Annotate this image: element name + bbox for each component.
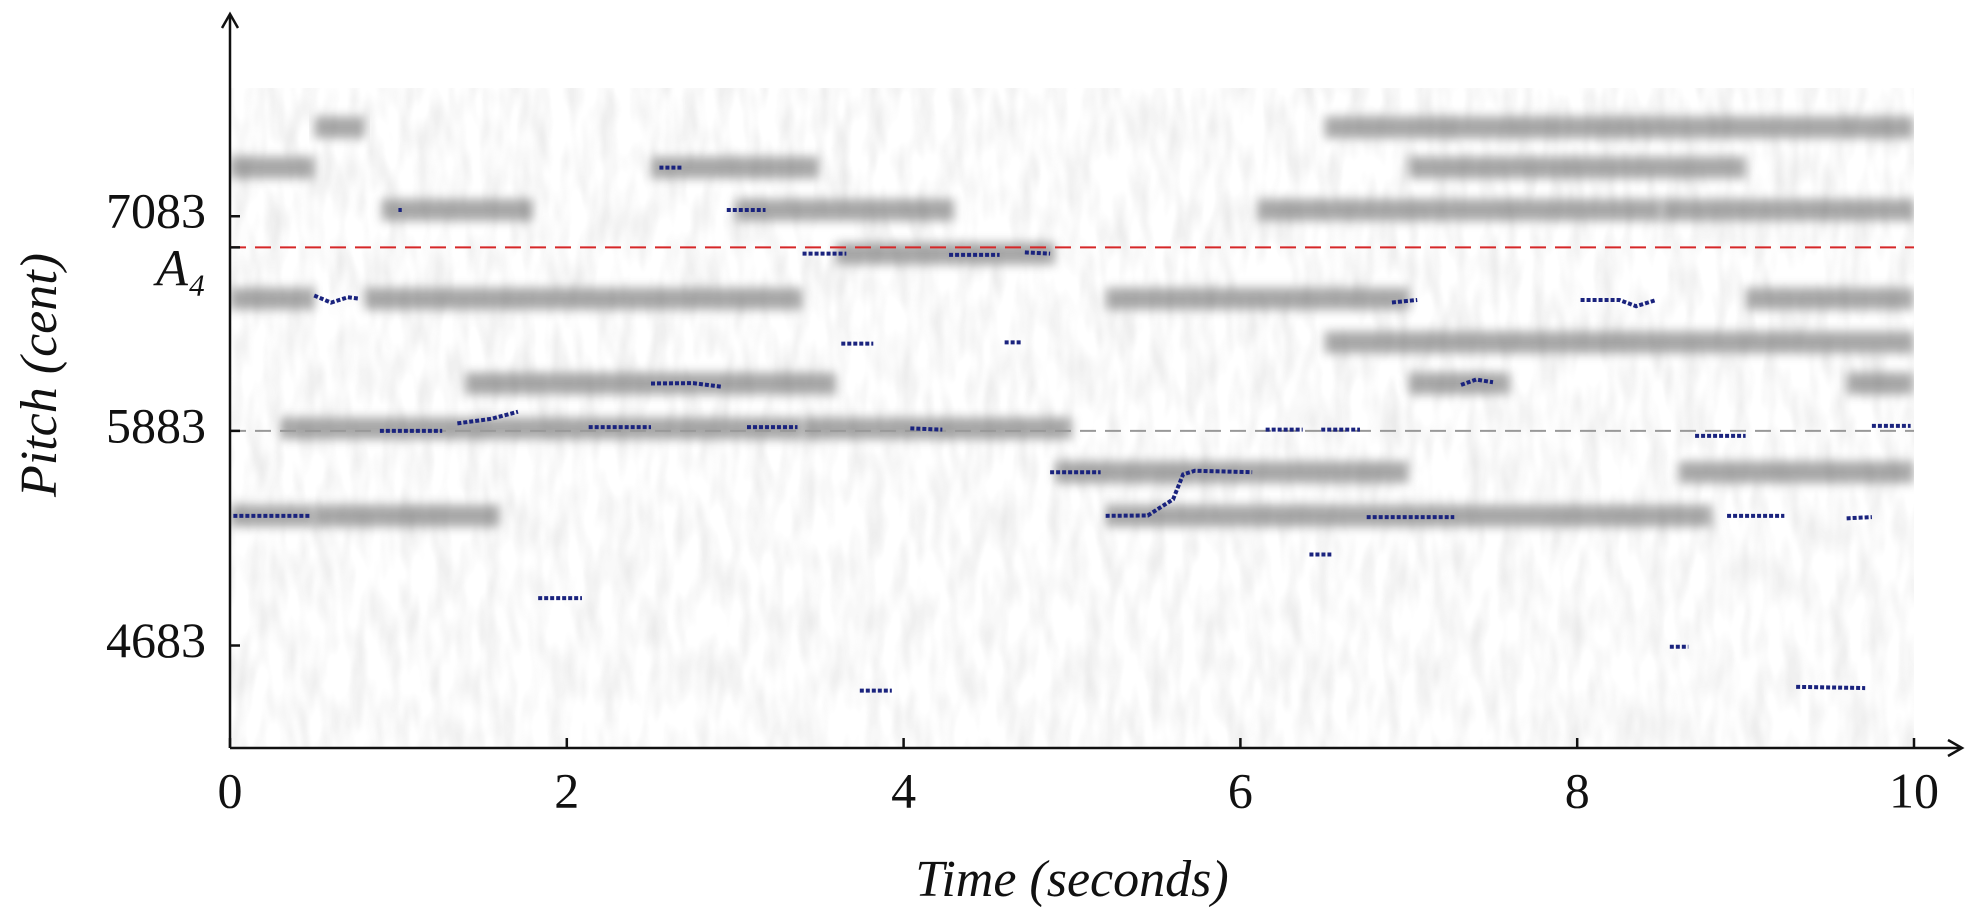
y-axis-arrow [220,11,240,29]
spectrogram-band [364,287,803,310]
axes [220,11,1965,758]
pitch-segment [457,409,519,426]
pitch-segment [1105,468,1253,518]
pitch-segment [1391,297,1418,305]
spectrogram-band [230,287,315,310]
spectrogram-band [1257,198,1662,221]
x-tick-label: 2 [554,762,579,818]
spectrogram-band [1678,461,1914,484]
spectrogram-band [1055,461,1409,484]
pitch-segment [1846,515,1872,521]
spectrogram-band [651,156,820,179]
spectrogram-band [1846,372,1914,395]
spectrogram-band [280,417,803,440]
x-tick-label: 4 [891,762,916,818]
pitch-segment [1796,684,1866,691]
y-tick-label: 7083 [106,183,206,239]
spectrogram-band [314,116,365,139]
pitch-track [233,165,1911,693]
pitch-segment [313,293,360,305]
reference-lines [230,246,1914,432]
spectrogram-band [381,198,534,221]
spectrogram-band [1105,287,1409,310]
spectrogram-band [1745,287,1914,310]
pitch-segment [1024,250,1051,256]
x-axis-arrow [1947,738,1965,758]
pitch-segment [1460,377,1494,387]
pitch-segment [910,426,943,432]
spectrogram-band [1408,156,1746,179]
x-tick-label: 8 [1565,762,1590,818]
x-tick-label: 10 [1889,762,1939,818]
y-tick-label: 4683 [106,612,206,668]
x-tick-label: 6 [1228,762,1253,818]
spectrogram-band [1324,331,1914,354]
y-tick-label: A₄ [153,240,206,297]
spectrogram-band [836,242,1056,265]
spectrogram [230,116,1914,527]
spectrogram-band [314,504,500,527]
spectrogram-band [230,156,315,179]
spectrogram-band [735,198,955,221]
spectrogram-band [1324,116,1914,139]
spectrogram-band [1661,198,1914,221]
y-axis-label: Pitch (cent) [11,253,68,498]
pitch-segment [1580,297,1657,309]
x-tick-label: 0 [218,762,243,818]
spectrogram-band [1408,372,1510,395]
x-axis-label: Time (seconds) [915,851,1228,908]
pitch-segment [650,381,722,389]
y-tick-label: 5883 [106,397,206,453]
